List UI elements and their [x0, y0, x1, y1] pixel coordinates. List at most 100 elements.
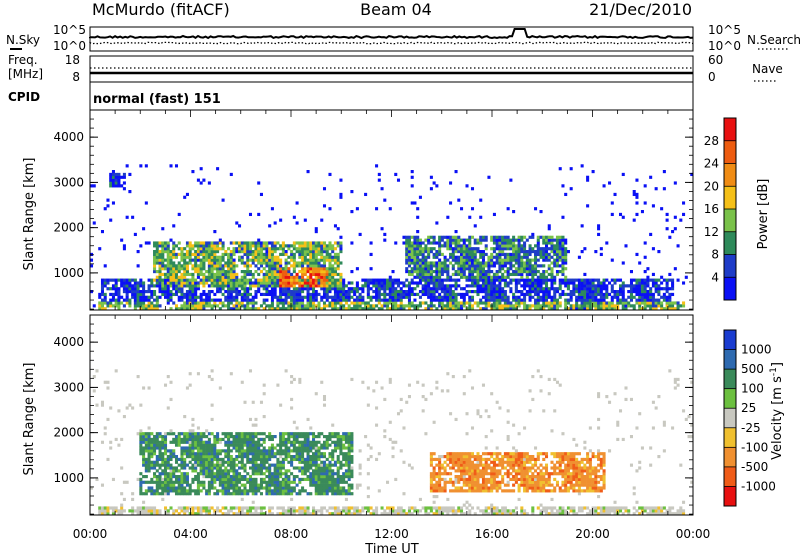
data-cell	[213, 241, 217, 245]
data-cell	[155, 512, 159, 516]
data-cell	[640, 284, 644, 288]
data-cell	[238, 292, 242, 297]
data-cell	[111, 295, 115, 299]
data-cell	[240, 475, 244, 479]
data-cell	[312, 483, 316, 487]
data-cell	[487, 290, 491, 294]
data-cell	[262, 457, 266, 462]
data-cell	[654, 287, 658, 291]
data-cell	[196, 426, 200, 430]
data-cell	[270, 449, 274, 453]
data-cell	[314, 460, 318, 464]
data-cell	[301, 486, 305, 490]
data-cell	[155, 432, 159, 436]
data-cell	[440, 284, 444, 288]
data-cell	[100, 281, 104, 285]
data-cell	[218, 298, 222, 302]
data-cell	[169, 272, 173, 277]
data-cell	[150, 290, 154, 294]
data-cell	[591, 298, 595, 302]
data-cell	[564, 275, 568, 279]
data-cell	[588, 278, 592, 282]
data-cell	[281, 270, 285, 274]
data-cell	[314, 267, 318, 271]
data-cell	[270, 284, 274, 288]
data-cell	[218, 241, 222, 245]
data-cell	[240, 261, 244, 265]
data-cell	[191, 247, 195, 251]
data-cell	[117, 292, 121, 297]
data-cell	[429, 304, 433, 308]
data-cell	[279, 466, 283, 470]
data-cell	[613, 281, 617, 285]
data-cell	[232, 272, 236, 277]
data-cell	[221, 270, 225, 274]
data-cell	[643, 281, 647, 285]
data-cell	[624, 307, 628, 311]
data-cell	[446, 272, 450, 277]
data-cell	[259, 455, 263, 459]
n-search-label: N.Search	[747, 33, 800, 47]
data-cell	[180, 446, 184, 450]
data-cell	[457, 247, 461, 251]
data-cell	[331, 270, 335, 274]
data-cell	[460, 258, 464, 262]
data-cell	[353, 307, 357, 311]
data-cell	[449, 298, 453, 302]
data-cell	[339, 290, 343, 294]
data-cell	[292, 275, 296, 279]
data-cell	[205, 512, 209, 516]
data-cell	[155, 255, 159, 259]
data-cell	[503, 252, 507, 257]
data-cell	[314, 486, 318, 490]
data-cell	[199, 247, 203, 251]
data-cell	[303, 267, 307, 271]
data-cell	[109, 175, 113, 179]
data-cell	[602, 295, 606, 299]
data-cell	[227, 435, 231, 439]
data-cell	[262, 267, 266, 271]
data-cell	[657, 287, 661, 291]
data-cell	[312, 446, 316, 450]
data-cell	[643, 284, 647, 288]
data-cell	[301, 241, 305, 245]
data-cell	[164, 290, 168, 294]
data-cell	[440, 287, 444, 291]
data-cell	[251, 244, 255, 248]
data-cell	[509, 252, 513, 257]
data-cell	[484, 292, 488, 297]
data-cell	[191, 437, 195, 442]
data-cell	[180, 460, 184, 464]
data-cell	[301, 457, 305, 462]
data-cell	[418, 295, 422, 299]
data-cell	[235, 480, 239, 484]
data-cell	[301, 509, 305, 513]
data-cell	[164, 258, 168, 262]
data-cell	[268, 307, 272, 311]
data-cell	[174, 164, 179, 168]
data-cell	[202, 298, 206, 302]
data-cell	[503, 270, 507, 274]
data-cell	[424, 290, 428, 294]
data-cell	[238, 449, 242, 453]
data-cell	[240, 278, 244, 282]
data-cell	[259, 400, 263, 404]
data-cell	[290, 432, 294, 436]
data-cell	[158, 432, 162, 436]
data-cell	[183, 247, 187, 251]
data-cell	[183, 512, 187, 516]
data-cell	[155, 480, 159, 484]
data-cell	[265, 486, 269, 490]
data-cell	[205, 492, 209, 496]
data-cell	[446, 244, 450, 248]
data-cell	[583, 304, 587, 308]
data-cell	[525, 275, 529, 279]
data-cell	[353, 298, 357, 302]
data-cell	[207, 469, 211, 473]
data-cell	[292, 241, 296, 245]
data-cell	[490, 298, 494, 302]
data-cell	[454, 284, 458, 288]
data-cell	[172, 452, 176, 456]
data-cell	[418, 261, 422, 265]
data-cell	[229, 492, 233, 496]
